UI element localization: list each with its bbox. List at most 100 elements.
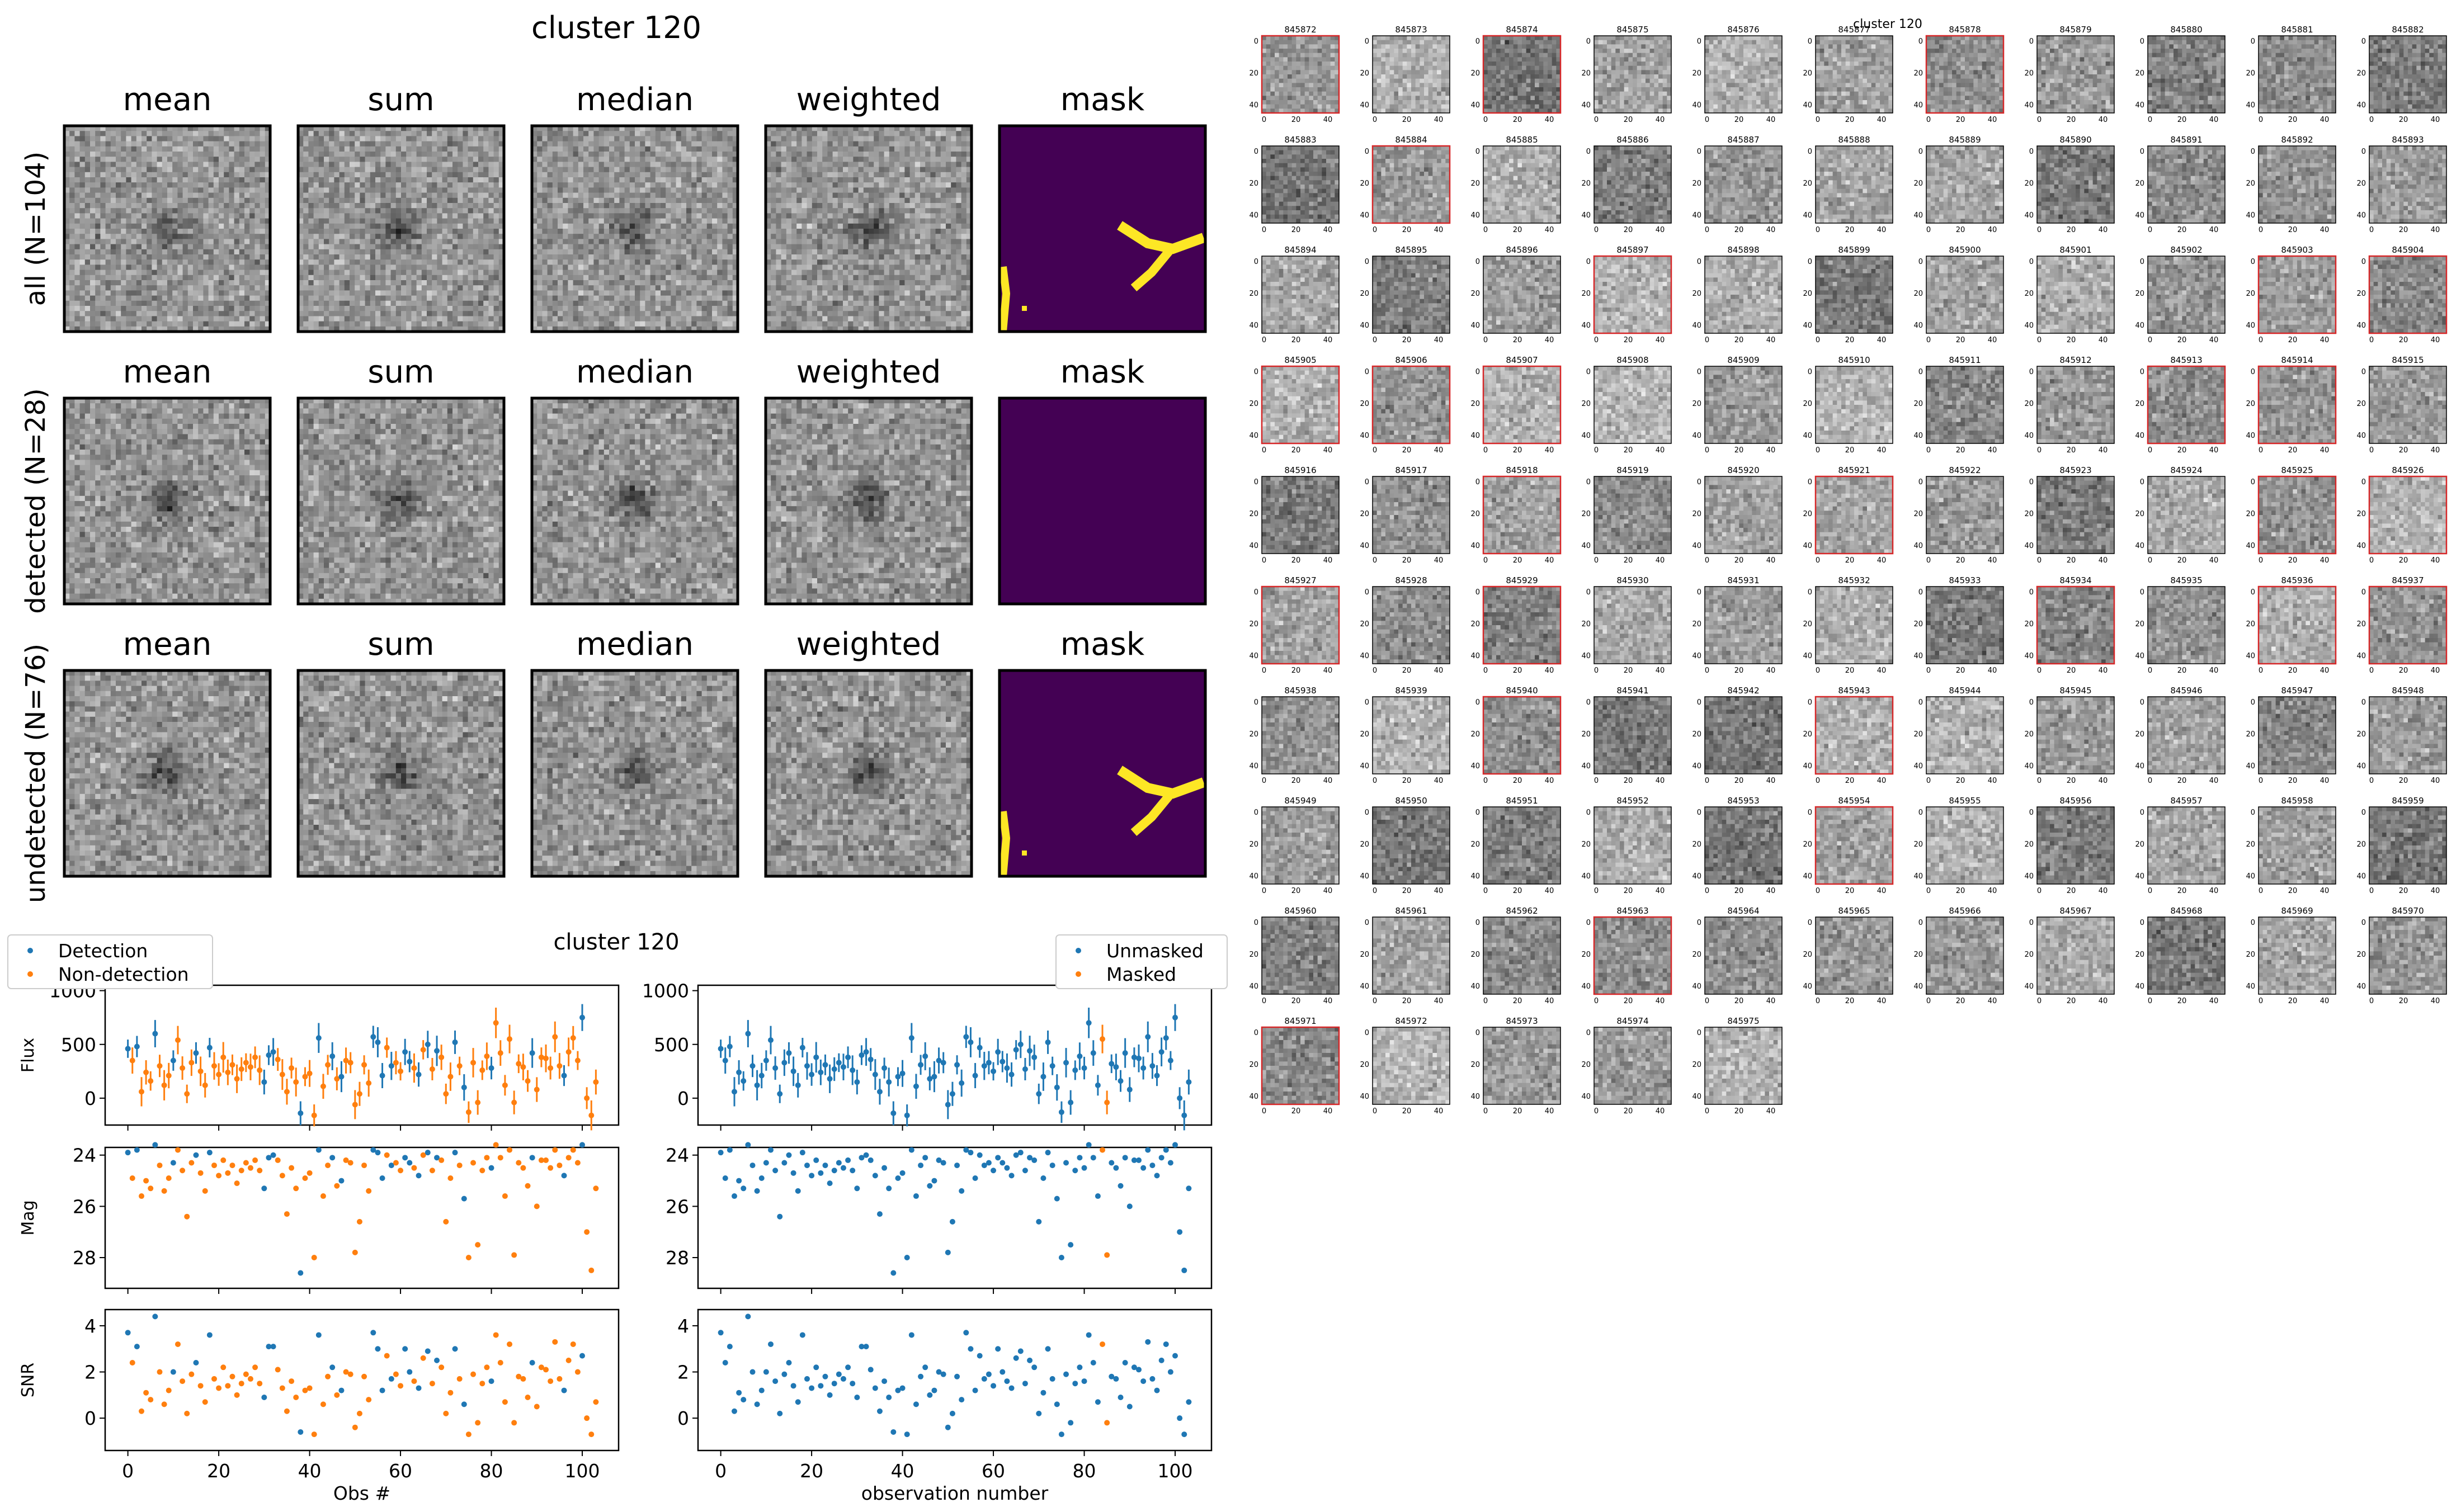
thumb-x-tick: 0 [1816, 887, 1820, 895]
thumb-y-tick: 0 [1808, 37, 1812, 46]
thumb-x-tick: 20 [1291, 226, 1301, 234]
thumb-x-tick: 20 [2399, 226, 2408, 234]
thumb-x-tick: 0 [2148, 667, 2152, 675]
thumb-y-tick: 20 [2356, 840, 2366, 849]
thumb-x-tick: 20 [1291, 556, 1301, 565]
thumb-x-tick: 20 [1402, 116, 1412, 124]
thumb-y-tick: 40 [1913, 762, 1923, 771]
thumb-x-tick: 0 [1594, 446, 1599, 455]
thumb-y-tick: 20 [1692, 179, 1701, 188]
thumb-id: 845959 [2392, 796, 2424, 806]
thumb-y-tick: 0 [1918, 368, 1923, 376]
thumb-x-tick: 40 [1988, 446, 1997, 455]
thumb-id: 845948 [2392, 686, 2424, 696]
thumb-y-tick: 40 [2246, 322, 2255, 330]
thumb-y-tick: 0 [1586, 1029, 1591, 1037]
thumb-image [2148, 587, 2225, 664]
thumb-x-tick: 20 [1402, 887, 1412, 895]
thumb-x-tick: 0 [1705, 667, 1709, 675]
thumb-x-tick: 40 [1766, 667, 1776, 675]
thumb-x-tick: 40 [2099, 556, 2108, 565]
thumb-y-tick: 0 [2140, 698, 2144, 707]
thumb-x-tick: 20 [1513, 336, 1522, 344]
thumb-id: 845958 [2281, 796, 2313, 806]
thumb-id: 845934 [2059, 575, 2091, 585]
thumb-image [2037, 146, 2114, 223]
thumb-y-tick: 0 [1586, 37, 1591, 46]
thumb-y-tick: 40 [2024, 101, 2034, 110]
thumb-y-tick: 0 [1365, 368, 1369, 376]
thumb-y-tick: 0 [1475, 809, 1480, 817]
thumb-y-tick: 40 [1692, 872, 1701, 881]
thumb-x-tick: 0 [1483, 1107, 1488, 1116]
thumb-id: 845878 [1949, 25, 1981, 35]
thumb-x-tick: 40 [1766, 226, 1776, 234]
thumb-id: 845966 [1949, 906, 1981, 916]
thumb-x-tick: 40 [2431, 336, 2440, 344]
thumb-x-tick: 0 [1705, 336, 1709, 344]
thumb-y-tick: 0 [2361, 919, 2366, 927]
thumb-x-tick: 0 [1816, 667, 1820, 675]
thumb-y-tick: 0 [1254, 258, 1258, 266]
thumb-id: 845911 [1949, 355, 1981, 365]
thumb-x-tick: 40 [2209, 446, 2219, 455]
thumb-y-tick: 20 [1913, 510, 1923, 518]
thumb-image [2148, 366, 2225, 443]
thumb-x-tick: 20 [1956, 446, 1965, 455]
thumb-y-tick: 40 [1360, 211, 1369, 220]
thumb-x-tick: 20 [1402, 226, 1412, 234]
thumb-image [2369, 917, 2446, 994]
thumb-y-tick: 0 [1254, 148, 1258, 156]
thumb-image [2369, 366, 2446, 443]
thumb-y-tick: 20 [1803, 840, 1812, 849]
thumb-y-tick: 20 [1360, 400, 1369, 408]
thumb-y-tick: 0 [1254, 698, 1258, 707]
thumb-y-tick: 20 [1581, 951, 1591, 959]
thumb-y-tick: 40 [1692, 542, 1701, 550]
thumb-y-tick: 20 [2356, 730, 2366, 739]
thumb-x-tick: 40 [1766, 446, 1776, 455]
thumb-x-tick: 40 [1545, 116, 1554, 124]
thumb-image [2259, 917, 2336, 994]
thumb-x-tick: 20 [2288, 997, 2298, 1005]
thumb-y-tick: 0 [1918, 588, 1923, 597]
thumb-image [1483, 476, 1560, 554]
thumb-y-tick: 40 [1803, 872, 1812, 881]
thumb-y-tick: 0 [1365, 148, 1369, 156]
thumb-y-tick: 0 [1365, 1029, 1369, 1037]
thumb-y-tick: 20 [1249, 840, 1258, 849]
thumb-x-tick: 20 [1734, 887, 1744, 895]
thumb-y-tick: 40 [1692, 652, 1701, 660]
thumb-id: 845936 [2281, 575, 2313, 585]
thumb-y-tick: 20 [2246, 400, 2255, 408]
thumb-id: 845943 [1838, 686, 1870, 696]
thumb-y-tick: 40 [1913, 872, 1923, 881]
thumb-image [2148, 146, 2225, 223]
thumb-x-tick: 0 [1262, 997, 1266, 1005]
thumb-image [1705, 917, 1782, 994]
thumb-id: 845974 [1616, 1016, 1648, 1026]
thumb-x-tick: 40 [2431, 116, 2440, 124]
thumb-x-tick: 0 [2148, 997, 2152, 1005]
thumb-image [1483, 587, 1560, 664]
thumb-id: 845962 [1506, 906, 1538, 916]
thumb-image [1262, 366, 1339, 443]
thumb-x-tick: 0 [1705, 1107, 1709, 1116]
thumb-y-tick: 40 [1470, 211, 1480, 220]
thumb-id: 845964 [1727, 906, 1759, 916]
thumb-id: 845930 [1616, 575, 1648, 585]
thumb-id: 845885 [1506, 135, 1538, 145]
thumb-x-tick: 40 [2320, 556, 2330, 565]
thumb-image [1594, 476, 1671, 554]
thumb-image [1926, 917, 2003, 994]
thumb-y-tick: 20 [1470, 510, 1480, 518]
thumb-x-tick: 0 [2148, 887, 2152, 895]
thumb-y-tick: 40 [1803, 542, 1812, 550]
thumb-y-tick: 0 [1918, 148, 1923, 156]
thumb-y-tick: 40 [1249, 1093, 1258, 1101]
thumb-y-tick: 0 [1808, 809, 1812, 817]
thumb-image [2037, 366, 2114, 443]
thumb-y-tick: 40 [2135, 652, 2144, 660]
thumb-image [2148, 36, 2225, 113]
thumb-y-tick: 40 [1249, 872, 1258, 881]
